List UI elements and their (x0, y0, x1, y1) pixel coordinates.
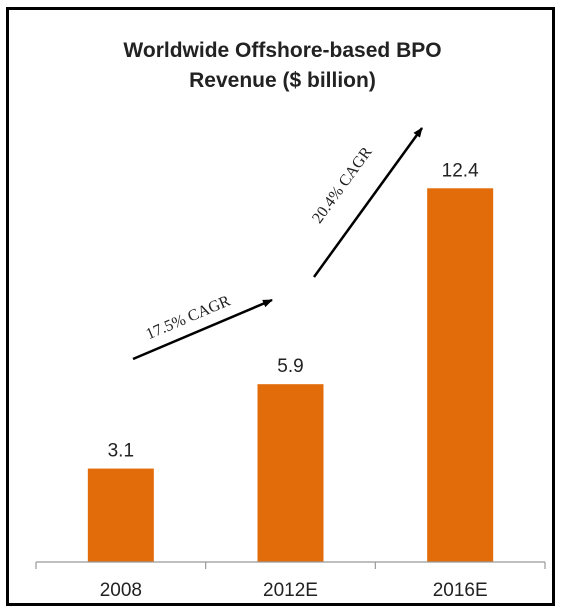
chart-title-line-1: Worldwide Offshore-based BPO (123, 39, 442, 62)
cagr-arrow-2 (312, 127, 424, 278)
chart-title-line-2: Revenue ($ billion) (189, 69, 376, 92)
x-tick-label-2012E: 2012E (263, 580, 318, 601)
data-label-2016E: 12.4 (442, 160, 479, 181)
data-label-2008: 3.1 (108, 441, 134, 462)
x-tick-label-2008: 2008 (100, 580, 142, 601)
cagr-label-2: 20.4% CAGR (309, 144, 376, 227)
x-tick-label-2016E: 2016E (433, 580, 488, 601)
bar-2008 (87, 468, 154, 562)
bar-2016E (427, 188, 494, 562)
cagr-arrow-1 (132, 298, 273, 361)
bar-2012E (257, 384, 324, 562)
data-label-2012E: 5.9 (277, 356, 303, 377)
chart-title: Worldwide Offshore-based BPO Revenue ($ … (0, 36, 565, 96)
